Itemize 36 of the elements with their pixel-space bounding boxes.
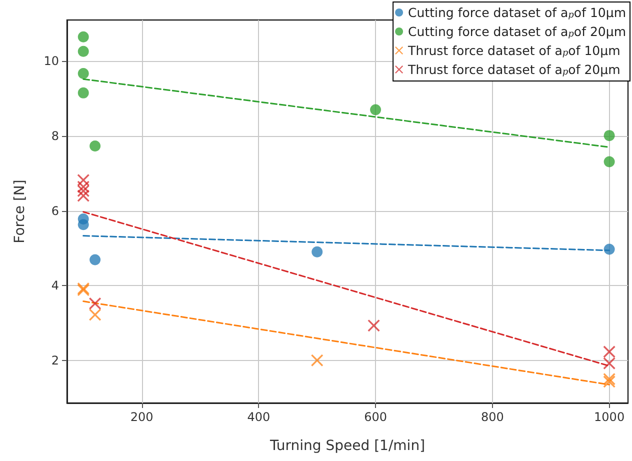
point — [604, 156, 615, 168]
point — [78, 219, 89, 230]
point — [78, 46, 89, 57]
y-tick-label: 6 — [51, 204, 59, 218]
point — [603, 346, 616, 358]
point — [90, 140, 101, 152]
point — [604, 244, 615, 255]
x-axis-title: Turning Speed [1/min] — [268, 438, 426, 454]
legend-label: Cutting force dataset of apof 10μm — [408, 5, 626, 20]
point — [89, 308, 102, 321]
point — [603, 376, 616, 388]
point — [312, 246, 323, 258]
x-tick-label: 400 — [247, 410, 270, 424]
point — [77, 190, 90, 202]
point — [370, 104, 382, 116]
point — [78, 31, 89, 42]
y-tick-label: 8 — [51, 128, 59, 143]
y-tick-label: 10 — [44, 54, 59, 68]
point — [78, 87, 89, 98]
legend-label: Thrust force dataset of apof 10μm — [407, 43, 620, 58]
y-tick-label: 2 — [51, 353, 59, 368]
point — [311, 354, 324, 366]
y-axis-title: Force [N] — [12, 180, 28, 244]
point — [368, 320, 380, 332]
x-tick-label: 600 — [364, 410, 388, 424]
x-tick-label: 200 — [130, 410, 154, 424]
x-tick-label: 800 — [480, 410, 504, 424]
point — [78, 68, 89, 79]
legend-label: Cutting force dataset of apof 20μm — [408, 24, 626, 40]
point — [89, 298, 102, 310]
point — [603, 357, 616, 370]
y-tick-label: 4 — [51, 278, 59, 293]
point — [604, 130, 615, 142]
x-tick-label: 1000 — [594, 410, 625, 424]
legend-label: Thrust force dataset of apof 20μm — [407, 62, 620, 78]
point — [90, 254, 101, 266]
